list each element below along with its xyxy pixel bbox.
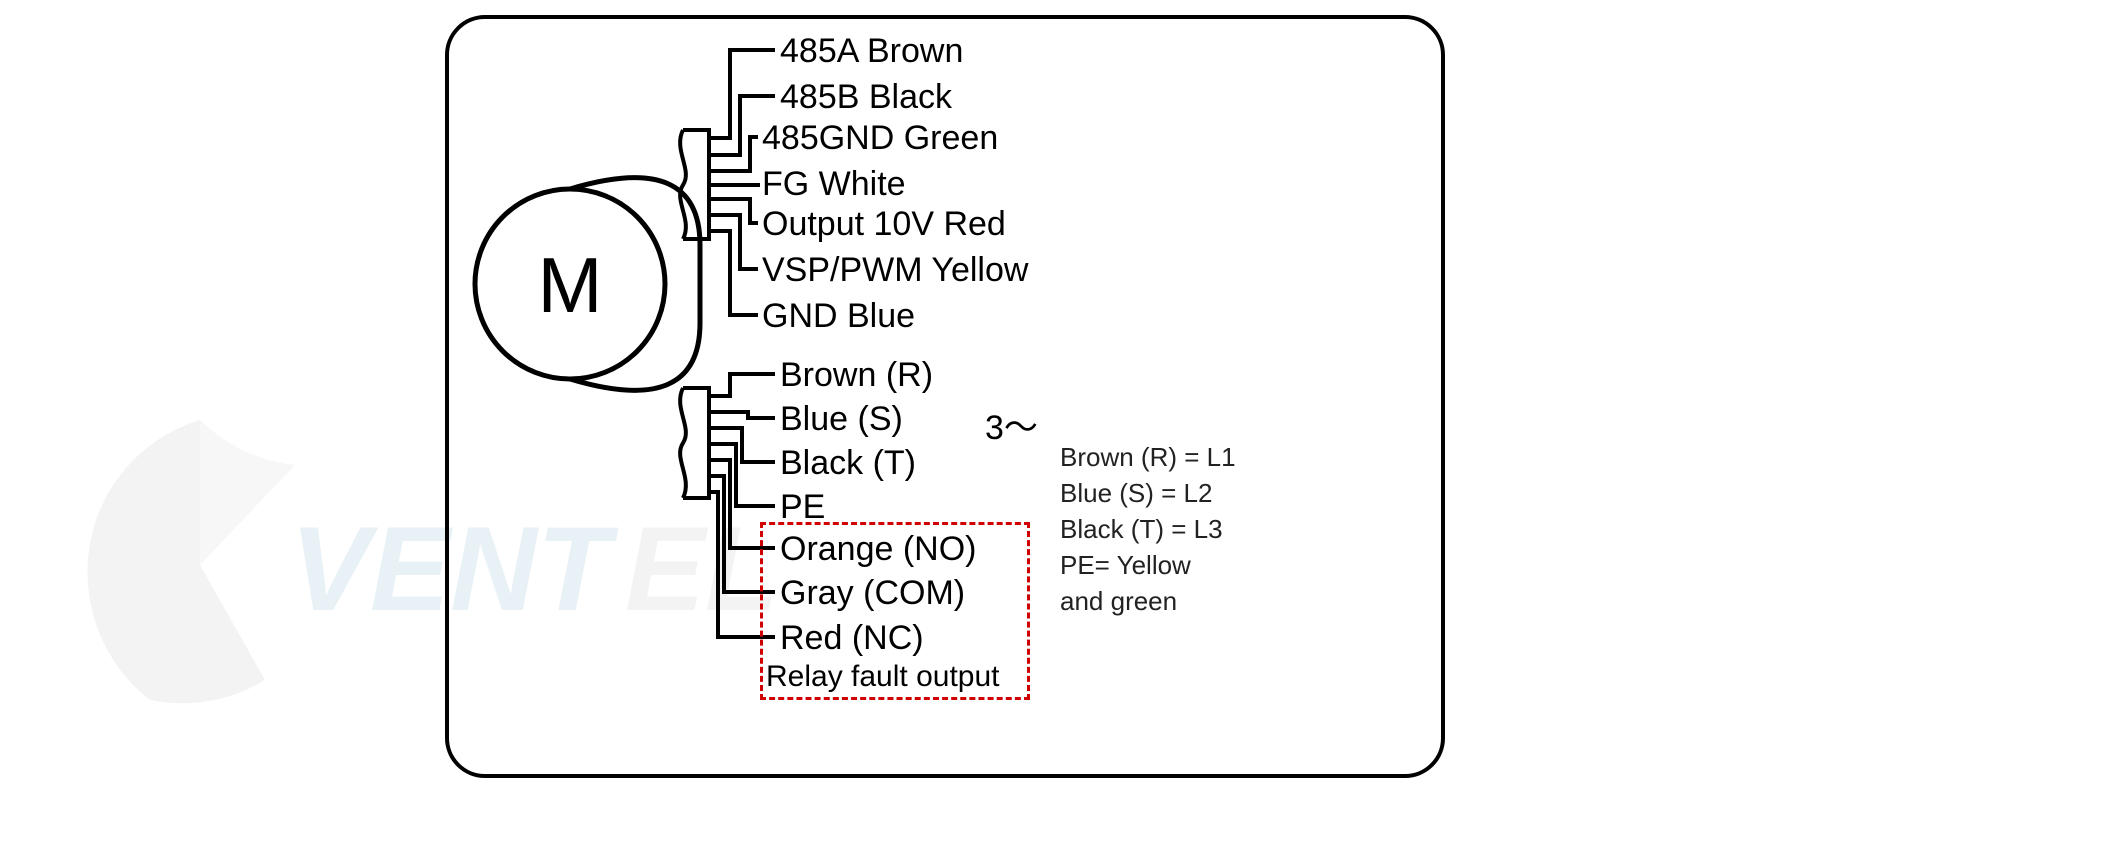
relay-caption: Relay fault output [766, 660, 999, 694]
signal-vsp-pwm: VSP/PWM Yellow [762, 251, 1028, 290]
signal-485gnd: 485GND Green [762, 119, 998, 158]
signal-s: Blue (S) [780, 400, 903, 439]
signal-out10v: Output 10V Red [762, 205, 1006, 244]
three-phase-label: 3～ [985, 400, 1038, 449]
legend-pe1: PE= Yellow [1060, 550, 1191, 581]
signal-gnd: GND Blue [762, 297, 915, 336]
signal-t: Black (T) [780, 444, 916, 483]
legend-pe2: and green [1060, 586, 1177, 617]
signal-fg: FG White [762, 165, 906, 204]
signal-485b: 485B Black [780, 78, 952, 117]
signal-r: Brown (R) [780, 356, 933, 395]
legend-r: Brown (R) = L1 [1060, 442, 1236, 473]
signal-485a: 485A Brown [780, 32, 963, 71]
legend-s: Blue (S) = L2 [1060, 478, 1212, 509]
legend-t: Black (T) = L3 [1060, 514, 1223, 545]
